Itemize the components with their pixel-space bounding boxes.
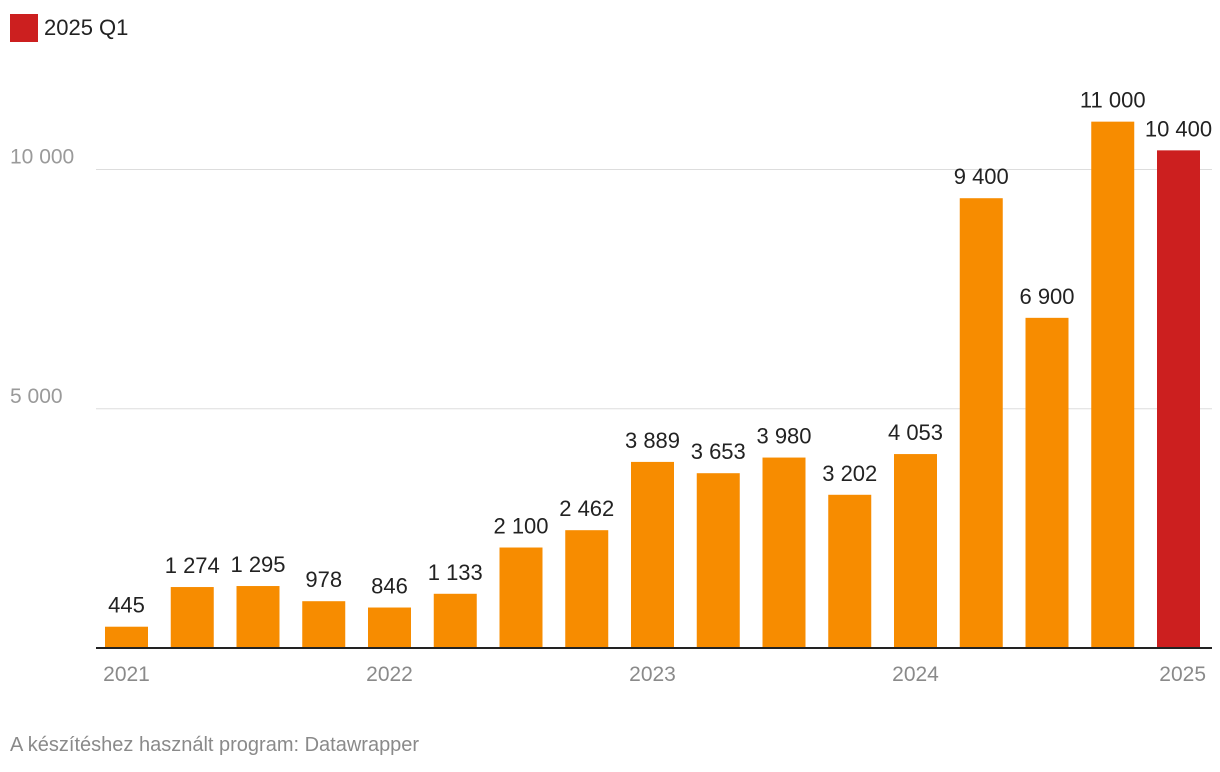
bar <box>762 457 806 648</box>
bar <box>433 593 477 648</box>
x-tick-label: 2023 <box>629 663 676 686</box>
bar <box>302 601 346 648</box>
y-tick-label: 10 000 <box>10 146 74 169</box>
bar-value-label: 445 <box>108 593 145 618</box>
bar <box>959 198 1003 648</box>
bar-value-label: 978 <box>305 567 342 592</box>
bar <box>368 607 411 648</box>
bar-value-label: 11 000 <box>1080 88 1146 113</box>
bar-value-label: 1 133 <box>428 560 483 585</box>
x-tick-label: 2024 <box>892 663 939 686</box>
bar-value-label: 1 295 <box>230 552 285 577</box>
legend: 2025 Q1 <box>10 14 128 42</box>
bar <box>170 587 214 648</box>
bar-value-label: 10 400 <box>1145 116 1212 141</box>
bar <box>696 473 740 648</box>
bar <box>236 586 280 648</box>
x-tick-label: 2025 <box>1159 663 1206 686</box>
x-tick-label: 2022 <box>366 663 413 686</box>
bar <box>105 626 148 648</box>
bar <box>1157 150 1200 649</box>
bar-value-label: 3 202 <box>822 461 877 486</box>
bar <box>499 547 543 648</box>
bar-value-label: 3 653 <box>691 439 746 464</box>
bar <box>828 494 872 648</box>
bar-value-label: 6 900 <box>1019 284 1074 309</box>
x-tick-label: 2021 <box>103 663 150 686</box>
bar <box>565 530 609 648</box>
bar-value-label: 2 462 <box>559 496 614 521</box>
bar <box>894 454 937 648</box>
bar-value-label: 4 053 <box>888 420 943 445</box>
bar-value-label: 2 100 <box>493 514 548 539</box>
bar-value-label: 9 400 <box>954 164 1009 189</box>
bar <box>1091 121 1135 648</box>
bar <box>631 461 674 648</box>
legend-label: 2025 Q1 <box>44 15 129 40</box>
bar-value-label: 1 274 <box>165 553 220 578</box>
bar <box>1025 317 1069 648</box>
bar-value-label: 3 980 <box>756 424 811 449</box>
legend-swatch <box>10 14 38 42</box>
footer-credit: A készítéshez használt program: Datawrap… <box>10 734 420 756</box>
bar-value-label: 846 <box>371 574 408 599</box>
y-tick-label: 5 000 <box>10 385 63 408</box>
bar-value-label: 3 889 <box>625 428 680 453</box>
